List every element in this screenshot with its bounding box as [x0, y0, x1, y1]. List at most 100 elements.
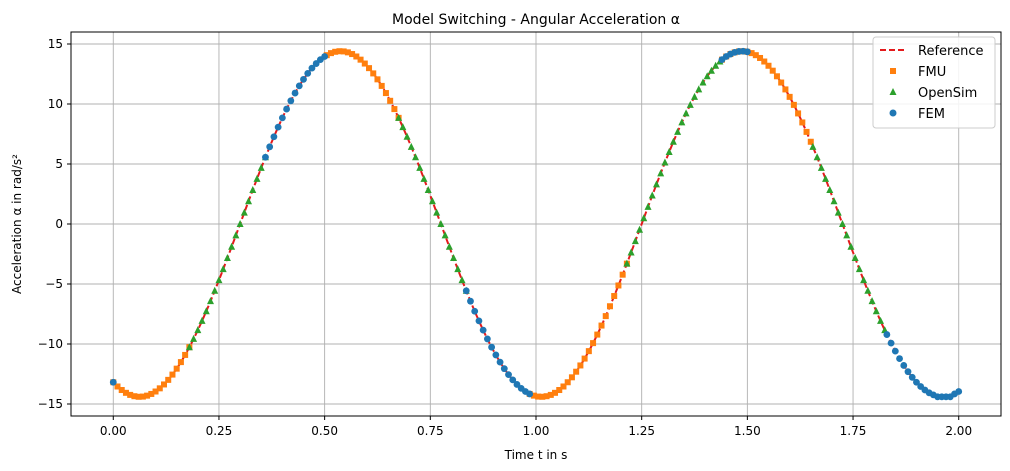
opensim-point: [428, 197, 436, 205]
opensim-point: [424, 185, 432, 193]
opensim-point: [185, 343, 193, 351]
fmu-point: [560, 383, 567, 390]
fmu-point: [156, 385, 163, 392]
opensim-point: [219, 265, 227, 273]
opensim-point: [399, 123, 407, 131]
fmu-point: [543, 393, 550, 400]
x-tick-label: 0.50: [311, 424, 338, 438]
opensim-point: [441, 231, 449, 239]
fem-point: [500, 365, 508, 373]
fem-point: [109, 378, 117, 386]
opensim-point: [686, 100, 694, 108]
x-axis-title: Time t in s: [504, 448, 568, 462]
fem-point: [287, 97, 295, 105]
opensim-point: [207, 297, 214, 305]
fmu-point: [602, 313, 609, 320]
x-tick-label: 2.00: [945, 424, 972, 438]
fmu-point: [590, 340, 597, 347]
opensim-point: [707, 66, 715, 74]
fem-point: [471, 307, 479, 315]
opensim-point: [669, 137, 677, 145]
opensim-point: [458, 276, 466, 284]
fem-point: [262, 153, 269, 161]
fmu-point: [594, 331, 601, 338]
opensim-point: [640, 214, 648, 222]
opensim-point: [657, 169, 665, 177]
x-tick-label: 0.75: [417, 424, 444, 438]
fem-point: [496, 358, 504, 366]
fmu-point: [790, 101, 797, 108]
fmu-point: [135, 393, 142, 400]
fmu-point: [547, 391, 554, 398]
fmu-point: [177, 359, 184, 366]
fmu-point: [535, 393, 542, 400]
opensim-point: [834, 208, 842, 216]
fmu-point: [606, 303, 613, 310]
fmu-point: [370, 70, 377, 77]
fem-point: [887, 339, 895, 347]
fmu-point: [122, 389, 129, 396]
opensim-point: [395, 113, 403, 121]
fem-point: [900, 362, 908, 369]
fem-point: [896, 355, 903, 362]
fmu-point: [598, 322, 605, 329]
fem-point: [462, 287, 470, 295]
opensim-point: [838, 220, 846, 227]
opensim-point: [420, 174, 428, 182]
fem-point: [955, 388, 963, 395]
fmu-point: [552, 389, 559, 396]
opensim-point: [868, 297, 876, 305]
opensim-point: [665, 147, 673, 155]
fem-point: [904, 368, 912, 376]
y-tick-label: −5: [45, 277, 63, 291]
fmu-point: [585, 348, 592, 355]
fmu-point: [765, 62, 772, 69]
fmu-point: [114, 383, 121, 390]
fmu-point: [374, 76, 381, 83]
y-tick-label: −15: [38, 397, 63, 411]
opensim-point: [661, 158, 669, 166]
opensim-point: [236, 220, 244, 227]
fmu-point: [556, 387, 563, 394]
y-ticks: −15 −10 −5 0 5 10 15: [38, 37, 71, 411]
fem-point: [304, 70, 312, 77]
fmu-point: [173, 365, 180, 372]
fem-point: [467, 297, 474, 305]
opensim-point: [631, 237, 639, 245]
legend-opensim-label: OpenSim: [918, 86, 977, 101]
fmu-point: [361, 60, 368, 67]
fem-point: [266, 143, 274, 151]
opensim-point: [202, 307, 210, 315]
fem-point: [488, 343, 496, 351]
fmu-point: [391, 106, 398, 113]
fmu-point: [568, 374, 575, 381]
fmu-point: [382, 90, 389, 97]
opensim-point: [190, 334, 198, 342]
opensim-point: [682, 109, 690, 117]
opensim-point: [198, 316, 206, 324]
opensim-point: [872, 307, 880, 315]
x-tick-label: 0.25: [206, 424, 233, 438]
legend-fmu-label: FMU: [918, 65, 946, 80]
fmu-point: [148, 390, 155, 397]
fmu-point: [761, 58, 768, 65]
fmu-point: [169, 371, 176, 378]
opensim-point: [877, 316, 885, 324]
opensim-point: [809, 142, 817, 150]
fmu-point: [799, 119, 806, 126]
fmu-point: [131, 393, 138, 400]
fmu-point: [161, 381, 167, 388]
opensim-point: [433, 208, 441, 216]
opensim-point: [830, 197, 838, 205]
opensim-point: [232, 231, 240, 239]
opensim-point: [817, 163, 825, 171]
opensim-point: [636, 225, 644, 233]
fmu-point: [378, 82, 385, 89]
x-tick-label: 0.00: [100, 424, 127, 438]
opensim-point: [678, 118, 686, 126]
chart-title: Model Switching - Angular Acceleration α: [392, 12, 680, 28]
opensim-point: [412, 153, 420, 161]
fmu-point: [182, 351, 189, 358]
legend-fem-label: FEM: [918, 107, 945, 122]
fmu-point: [327, 50, 334, 57]
